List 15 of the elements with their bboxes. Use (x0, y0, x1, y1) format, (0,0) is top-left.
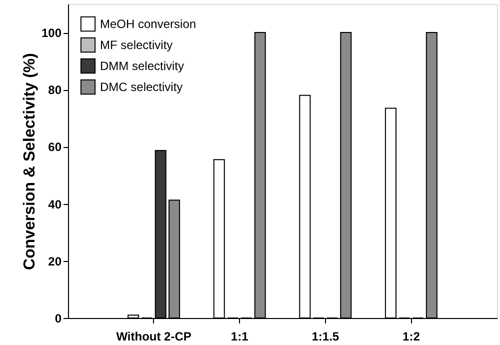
y-tick-label: 80 (48, 83, 62, 98)
y-axis-title: Conversion & Selectivity (%) (21, 53, 38, 270)
y-tick-label: 60 (48, 140, 62, 154)
legend-label: MF selectivity (100, 38, 173, 52)
x-tick-label: Without 2-CP (116, 330, 192, 344)
y-tick-label: 20 (48, 254, 62, 268)
legend-label: DMC selectivity (100, 80, 183, 94)
y-tick-label: 100 (41, 26, 62, 40)
y-tick-label: 0 (54, 312, 62, 326)
legend-label: DMM selectivity (100, 59, 184, 73)
x-tick-label: 1:1 (230, 330, 249, 344)
legend-label: MeOH conversion (100, 17, 196, 31)
x-tick-label: 1:1.5 (312, 330, 340, 344)
y-tick-label: 40 (48, 197, 62, 212)
x-tick-label: 1:2 (402, 330, 420, 344)
